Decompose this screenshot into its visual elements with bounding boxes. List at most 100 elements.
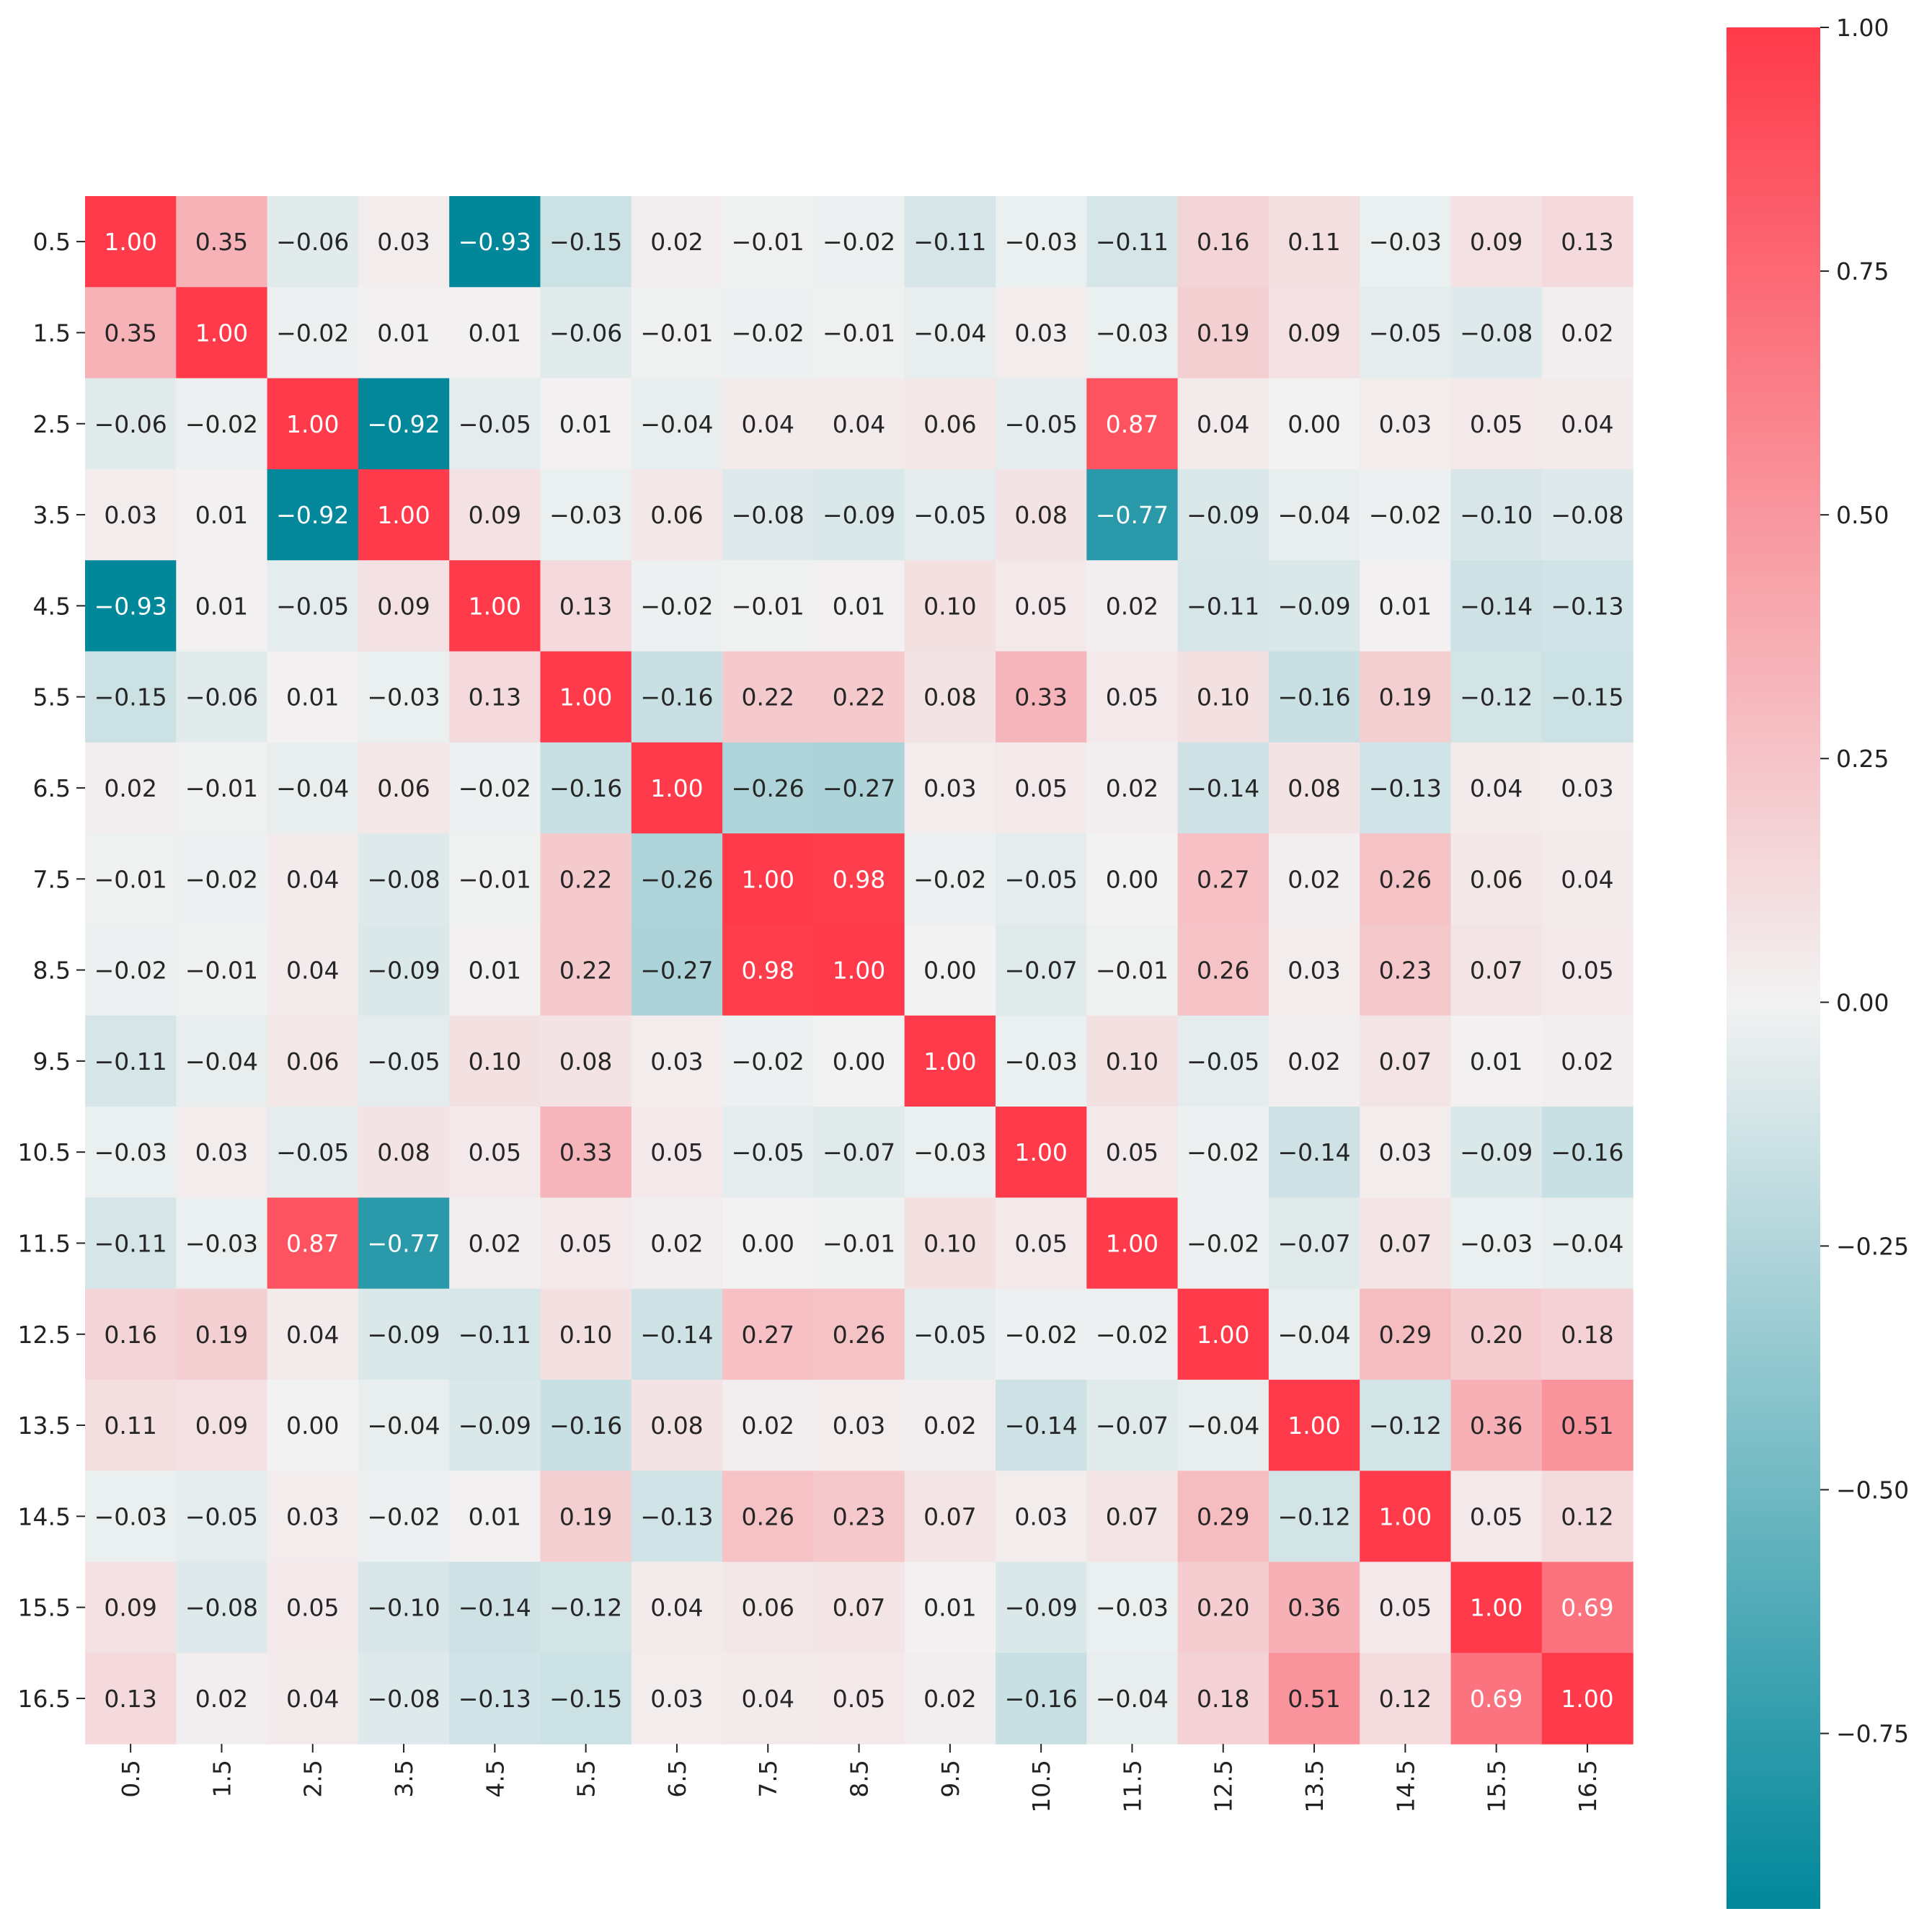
cell-value-label: 0.05	[469, 1138, 521, 1166]
heatmap-cell	[1450, 924, 1543, 1016]
cell-value-label: −0.05	[185, 1502, 258, 1530]
cell-value-label: −0.09	[1277, 592, 1350, 620]
cell-value-label: 0.27	[1197, 865, 1249, 893]
cell-value-label: 1.00	[1014, 1138, 1067, 1166]
cell-value-label: 0.33	[1014, 683, 1067, 712]
cell-value-label: 0.09	[104, 1594, 156, 1622]
heatmap-cell	[176, 833, 268, 925]
heatmap-cell	[1360, 287, 1452, 379]
cell-value-label: −0.10	[1460, 501, 1533, 529]
cell-value-label: 0.02	[1288, 865, 1340, 893]
cell-value-label: 1.00	[469, 592, 521, 620]
x-tick-label: 9.5	[936, 1760, 965, 1797]
cell-value-label: −0.03	[185, 1229, 258, 1257]
cell-value-label: −0.03	[94, 1502, 167, 1530]
heatmap-cell	[85, 651, 177, 743]
cell-value-label: 1.00	[923, 1047, 976, 1076]
heatmap-cell	[1360, 1288, 1452, 1381]
cell-value-label: −0.07	[823, 1138, 895, 1166]
heatmap-cell	[267, 196, 359, 288]
x-tick-label: 1.5	[208, 1760, 236, 1797]
colorbar-tick-label: −0.50	[1836, 1476, 1909, 1504]
cell-value-label: 0.02	[1561, 1047, 1613, 1076]
cell-value-label: 0.00	[923, 957, 976, 985]
heatmap-cell	[1541, 1197, 1634, 1290]
cell-value-label: −0.07	[1277, 1229, 1350, 1257]
heatmap-cell	[267, 1197, 359, 1290]
heatmap-cell	[267, 1015, 359, 1107]
cell-value-label: 0.11	[1288, 228, 1340, 256]
heatmap-cell	[631, 1015, 723, 1107]
heatmap-cell	[813, 378, 905, 470]
cell-value-label: 0.01	[286, 683, 339, 712]
heatmap-cell	[449, 742, 541, 834]
cell-value-label: 0.05	[650, 1138, 703, 1166]
cell-value-label: −0.02	[823, 228, 895, 256]
y-tick-label: 4.5	[33, 592, 71, 620]
heatmap-cell	[722, 1015, 814, 1107]
heatmap-cell	[358, 651, 450, 743]
cell-value-label: 0.10	[469, 1047, 521, 1076]
heatmap-cell	[1450, 1379, 1543, 1471]
y-tick-label: 15.5	[18, 1594, 71, 1622]
heatmap-cell	[1450, 287, 1543, 379]
heatmap-cell	[540, 196, 632, 288]
cell-value-label: −0.02	[367, 1502, 440, 1530]
x-tick-label: 2.5	[299, 1760, 327, 1797]
heatmap-cell	[540, 1015, 632, 1107]
cell-value-label: −0.04	[1277, 501, 1350, 529]
heatmap-cell	[631, 924, 723, 1016]
cell-value-label: 0.02	[1106, 774, 1158, 802]
heatmap-cell	[813, 1561, 905, 1654]
cell-value-label: 0.51	[1288, 1685, 1340, 1713]
cell-value-label: −0.14	[1187, 774, 1259, 802]
cell-value-label: −0.02	[1187, 1229, 1259, 1257]
cell-value-label: −0.04	[185, 1047, 258, 1076]
heatmap-cell	[358, 924, 450, 1016]
colorbar-ticks: 1.00 0.75 0.50 0.25 0.00 −0.25 −0.50 −0.75	[1820, 14, 1909, 1748]
heatmap-cell	[1450, 1288, 1543, 1381]
heatmap-cell	[449, 1015, 541, 1107]
cell-value-label: 0.01	[923, 1594, 976, 1622]
heatmap-cell	[1086, 1652, 1179, 1745]
cell-value-label: −0.08	[732, 501, 805, 529]
cell-value-label: 0.03	[1379, 1138, 1432, 1166]
colorbar-tick-label: −0.25	[1836, 1232, 1909, 1260]
cell-value-label: −0.03	[1369, 228, 1442, 256]
heatmap-cell	[176, 1652, 268, 1745]
heatmap-cell	[1086, 1015, 1179, 1107]
heatmap-cell	[1541, 1471, 1634, 1563]
cell-value-label: 0.09	[469, 501, 521, 529]
x-tick-label: 0.5	[117, 1760, 145, 1797]
cell-value-label: −0.08	[1551, 501, 1623, 529]
cell-value-label: −0.13	[458, 1685, 531, 1713]
heatmap-cell	[267, 560, 359, 652]
cell-value-label: −0.93	[94, 592, 167, 620]
cell-value-label: 0.35	[104, 319, 156, 347]
cell-value-label: 0.22	[742, 683, 794, 712]
colorbar: 1.00 0.75 0.50 0.25 0.00 −0.25 −0.50 −0.75	[1727, 14, 1909, 1909]
heatmap-cell	[631, 287, 723, 379]
heatmap-cell	[540, 469, 632, 561]
cell-value-label: 0.87	[286, 1229, 339, 1257]
heatmap-cell	[176, 196, 268, 288]
cell-value-label: 0.26	[833, 1321, 885, 1349]
cell-value-label: −0.11	[1187, 592, 1259, 620]
heatmap-cell	[722, 560, 814, 652]
cell-value-label: 0.10	[1197, 683, 1249, 712]
heatmap-cell	[722, 833, 814, 925]
heatmap-cell	[267, 1652, 359, 1745]
cell-value-label: −0.05	[367, 1047, 440, 1076]
cell-value-label: −0.08	[185, 1594, 258, 1622]
cell-value-label: −0.16	[549, 1412, 622, 1440]
heatmap-cell	[1541, 833, 1634, 925]
heatmap-cell	[449, 378, 541, 470]
cell-value-label: 0.09	[377, 592, 430, 620]
heatmap-cell	[813, 1015, 905, 1107]
heatmap-cell	[176, 924, 268, 1016]
cell-value-label: −0.77	[1096, 501, 1169, 529]
heatmap-cell	[722, 1652, 814, 1745]
heatmap-cell	[996, 924, 1087, 1016]
heatmap-cell	[358, 1561, 450, 1654]
heatmap-cell	[540, 1471, 632, 1563]
